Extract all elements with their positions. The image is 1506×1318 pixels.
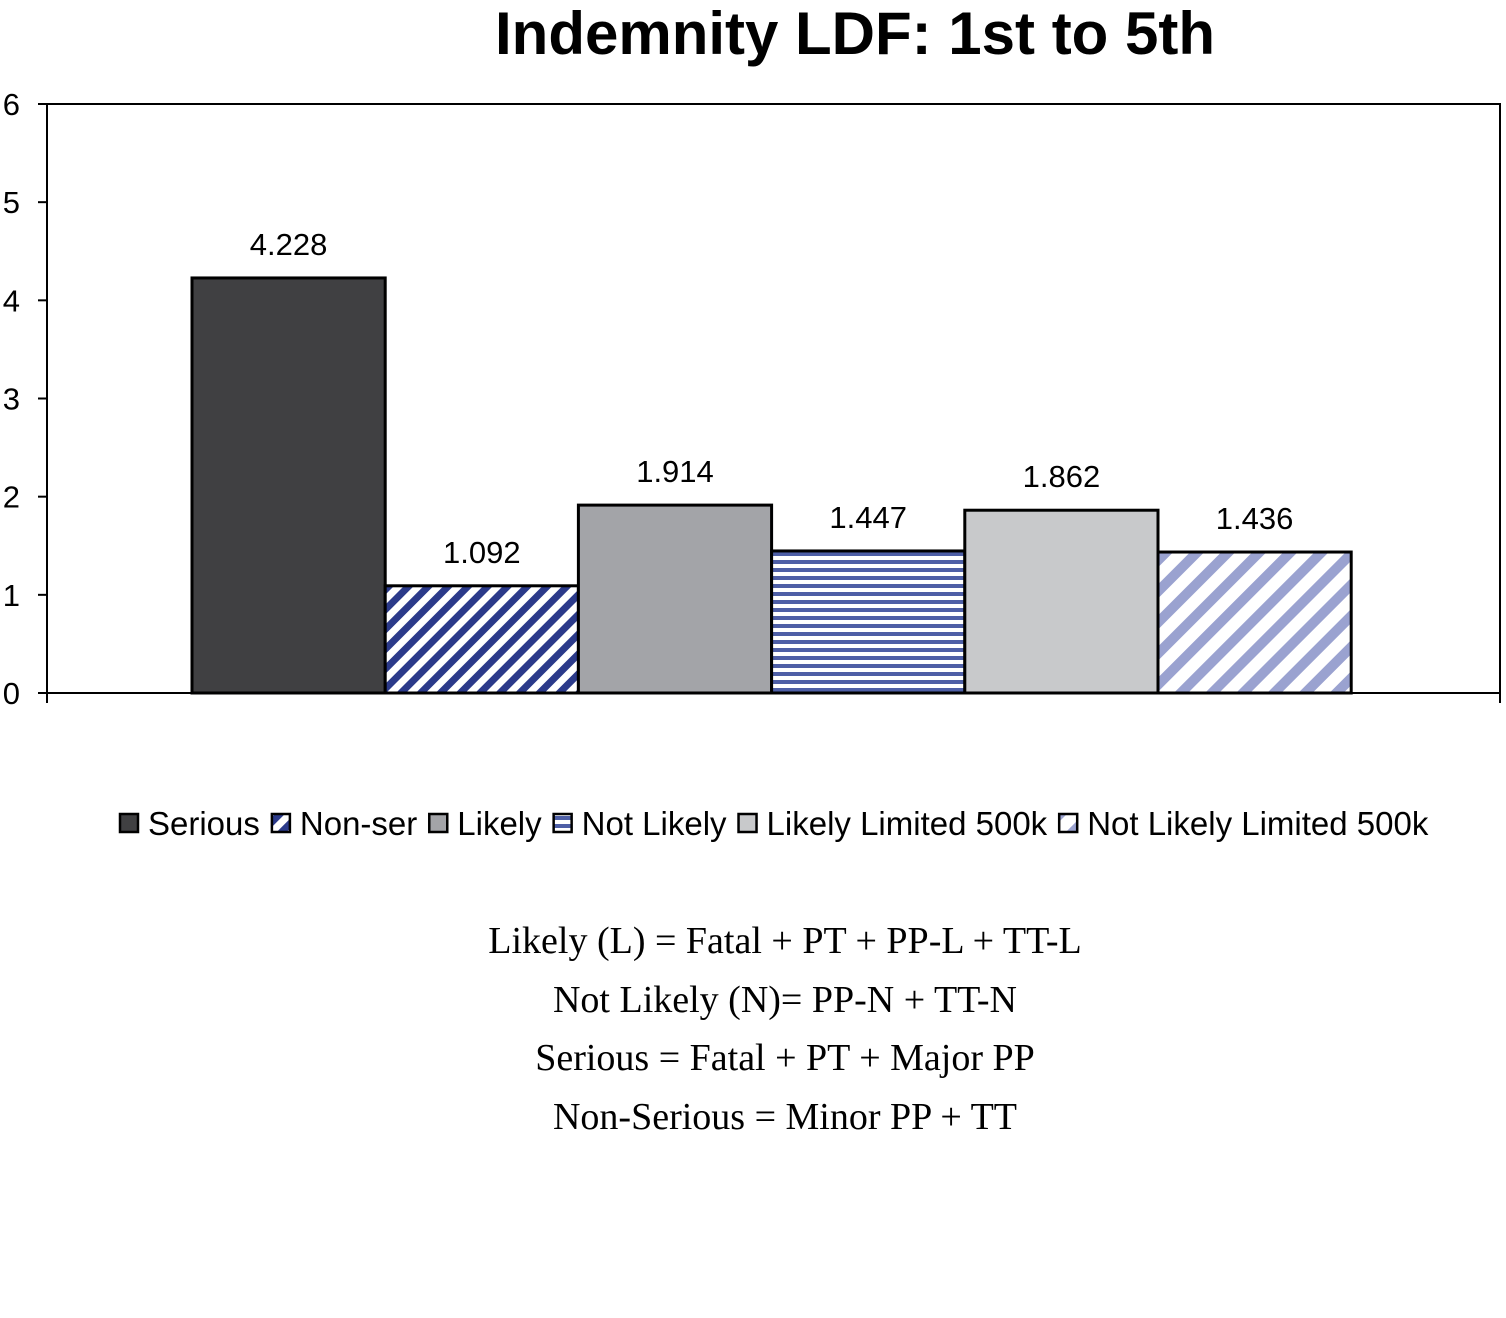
data-label: 1.914 — [636, 454, 714, 489]
bar-chart: Indemnity LDF: 1st to 5th 0 1 2 3 4 5 6 4.228 1.… — [3, 0, 1501, 842]
legend-swatch — [737, 812, 758, 834]
legend-swatch — [552, 812, 573, 834]
data-label: 1.092 — [443, 535, 521, 570]
legend-label: Not Likely Limited 500k — [1087, 805, 1429, 842]
bar-serious — [190, 276, 387, 695]
note-serious-definition: Serious = Fatal + PT + Major PP — [535, 1037, 1035, 1079]
bar-non-ser — [383, 584, 580, 695]
note-likely-definition: Likely (L) = Fatal + PT + PP-L + TT-L — [488, 920, 1082, 962]
bar-likely-limited-500k — [963, 508, 1160, 695]
legend-label: Not Likely — [582, 805, 727, 842]
bar-not-likely — [770, 549, 967, 695]
legend-label: Serious — [148, 805, 260, 842]
y-tick-label: 4 — [3, 283, 20, 318]
plot-area: 0 1 2 3 4 5 6 4.228 1.092 1.914 1.447 1.862 1.436 — [3, 87, 1501, 711]
y-tick-label: 5 — [3, 185, 20, 220]
y-tick-label: 1 — [3, 578, 20, 613]
y-tick-label: 6 — [3, 87, 20, 122]
y-tick-label: 3 — [3, 382, 20, 417]
chart-title: Indemnity LDF: 1st to 5th — [495, 0, 1215, 67]
bar-not-likely-limited-500k — [1156, 550, 1353, 695]
data-label: 4.228 — [250, 227, 328, 262]
legend: Serious Non-ser Likely Not Likely Likely Lim… — [118, 805, 1429, 842]
data-label: 1.436 — [1216, 501, 1294, 536]
legend-label: Likely Limited 500k — [767, 805, 1048, 842]
legend-swatch — [428, 812, 449, 834]
data-label: 1.862 — [1023, 459, 1101, 494]
note-not-likely-definition: Not Likely (N)= PP-N + TT-N — [552, 978, 1017, 1021]
bar-likely — [576, 503, 774, 695]
y-tick-label: 2 — [3, 480, 20, 515]
legend-swatch — [1057, 812, 1079, 834]
legend-swatch — [270, 812, 292, 834]
note-non-serious-definition: Non-Serious = Minor PP + TT — [552, 1095, 1018, 1138]
legend-label: Non-ser — [300, 805, 417, 842]
y-tick-label: 0 — [3, 676, 20, 711]
data-label: 1.447 — [829, 500, 907, 535]
legend-label: Likely — [457, 805, 542, 842]
notes-block: Likely (L) = Fatal + PT + PP-L + TT-L No… — [0, 912, 1506, 1146]
legend-swatch — [118, 812, 140, 834]
